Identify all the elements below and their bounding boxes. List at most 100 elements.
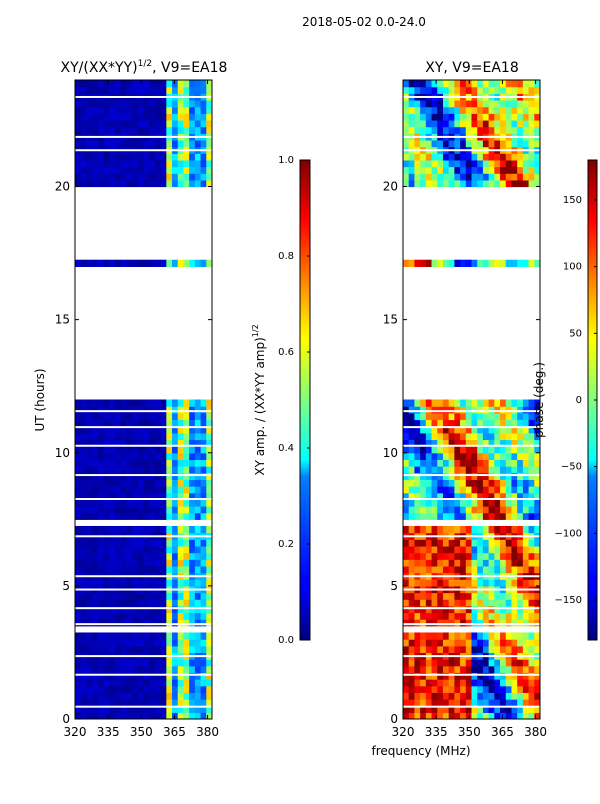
heatmap-cell <box>149 419 156 427</box>
heatmap-cell <box>500 80 507 88</box>
heatmap-cell <box>189 679 196 687</box>
heatmap-cell <box>408 80 416 88</box>
heatmap-cell <box>477 659 484 667</box>
heatmap-cell <box>408 466 416 474</box>
heatmap-cell <box>75 419 82 427</box>
heatmap-cell <box>534 559 540 567</box>
heatmap-cell <box>80 459 88 467</box>
heatmap-cell <box>200 419 207 427</box>
heatmap-cell <box>437 605 444 614</box>
heatmap-cell <box>200 685 207 693</box>
heatmap-cell <box>408 446 416 454</box>
heatmap-cell <box>154 639 162 647</box>
heatmap-cell <box>477 665 484 674</box>
heatmap-cell <box>460 259 467 267</box>
heatmap-cell <box>172 579 179 587</box>
heatmap-cell <box>511 565 518 574</box>
heatmap-cell <box>408 705 416 713</box>
heatmap-cell <box>172 139 179 148</box>
heatmap-cell <box>80 439 88 447</box>
heatmap-cell <box>425 113 433 121</box>
heatmap-cell <box>120 472 127 480</box>
heatmap-cell <box>206 179 212 188</box>
heatmap-cell <box>522 452 530 461</box>
heatmap-cell <box>442 525 450 534</box>
heatmap-cell <box>465 665 473 674</box>
heatmap-cell <box>511 499 518 507</box>
heatmap-cell <box>448 399 455 407</box>
heatmap-cell <box>488 599 495 607</box>
heatmap-cell <box>420 499 427 507</box>
heatmap-cell <box>172 179 179 188</box>
heatmap-cell <box>471 259 478 267</box>
heatmap-cell <box>120 712 127 719</box>
heatmap-cell <box>132 545 139 554</box>
heatmap-cell <box>143 705 150 713</box>
heatmap-cell <box>183 86 190 94</box>
heatmap-cell <box>160 179 167 188</box>
heatmap-cell <box>120 605 127 614</box>
heatmap-cell <box>477 99 484 108</box>
heatmap-cell <box>408 419 416 427</box>
heatmap-cell <box>194 705 202 713</box>
heatmap-cell <box>120 599 127 607</box>
amplitude-axes-frame <box>74 79 213 720</box>
heatmap-cell <box>494 612 501 620</box>
heatmap-cell <box>103 672 110 680</box>
heatmap-cell <box>534 426 540 434</box>
heatmap-cell <box>482 605 490 614</box>
heatmap-cell <box>75 106 82 114</box>
heatmap-cell <box>465 492 473 500</box>
heatmap-cell <box>177 119 185 128</box>
heatmap-cell <box>488 506 495 514</box>
heatmap-cell <box>517 605 524 614</box>
heatmap-cell <box>448 472 455 480</box>
heatmap-cell <box>109 106 116 114</box>
heatmap-cell <box>454 539 461 547</box>
heatmap-cell <box>80 486 88 494</box>
heatmap-cell <box>414 645 421 654</box>
heatmap-cell <box>465 539 473 547</box>
heatmap-cell <box>414 119 421 128</box>
heatmap-cell <box>80 579 88 587</box>
heatmap-cell <box>431 592 438 600</box>
heatmap-cell <box>425 539 433 547</box>
heatmap-cell <box>149 446 156 454</box>
heatmap-cell <box>114 692 122 700</box>
y-tick-label: 5 <box>390 579 398 593</box>
heatmap-cell <box>109 539 116 547</box>
heatmap-cell <box>460 506 467 514</box>
heatmap-cell <box>488 173 495 181</box>
heatmap-cell <box>126 699 133 707</box>
heatmap-cell <box>183 512 190 520</box>
heatmap-cell <box>522 492 530 500</box>
heatmap-cell <box>132 173 139 181</box>
heatmap-cell <box>132 565 139 574</box>
heatmap-cell <box>500 259 507 267</box>
heatmap-cell <box>149 259 156 267</box>
heatmap-cell <box>517 486 524 494</box>
heatmap-cell <box>143 592 150 600</box>
heatmap-cell <box>194 492 202 500</box>
heatmap-cell <box>126 452 133 461</box>
heatmap-cell <box>448 565 455 574</box>
heatmap-cell <box>109 139 116 148</box>
heatmap-cell <box>132 446 139 454</box>
heatmap-cell <box>528 639 535 647</box>
heatmap-cell <box>120 113 127 121</box>
heatmap-cell <box>166 472 173 480</box>
heatmap-cell <box>420 632 427 640</box>
heatmap-cell <box>517 665 524 674</box>
heatmap-cell <box>132 605 139 614</box>
heatmap-cell <box>420 486 427 494</box>
heatmap-cell <box>442 452 450 461</box>
heatmap-cell <box>80 599 88 607</box>
heatmap-cell <box>448 406 455 414</box>
heatmap-cell <box>75 153 82 161</box>
heatmap-cell <box>488 486 495 494</box>
heatmap-cell <box>194 539 202 547</box>
heatmap-cell <box>120 259 127 267</box>
heatmap-cell <box>471 106 478 114</box>
heatmap-cell <box>177 665 185 674</box>
